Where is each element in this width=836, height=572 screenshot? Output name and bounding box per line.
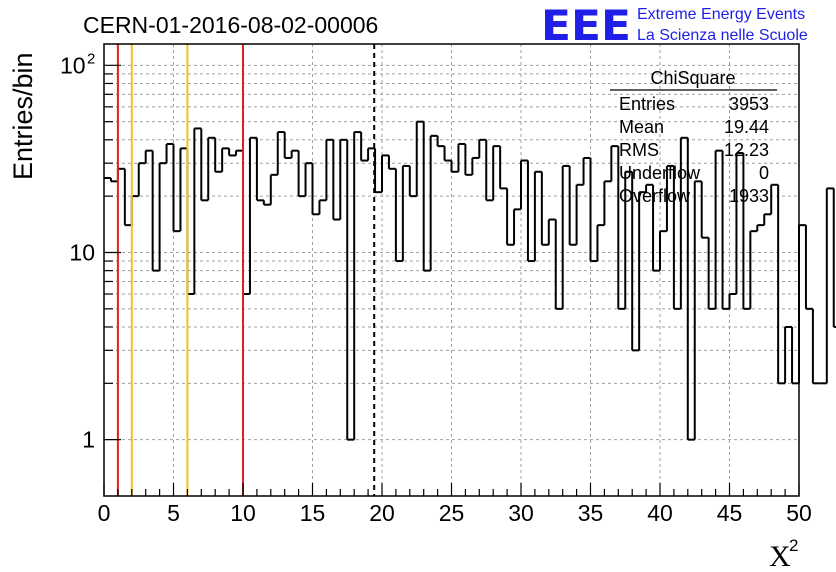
stats-value-mean: 19.44 [724,117,769,137]
histogram-series [104,120,836,441]
x-tick-label: 30 [508,500,534,526]
x-tick-label: 20 [369,500,395,526]
stats-box: ChiSquare Entries 3953 Mean 19.44 RMS 12… [610,68,777,206]
y-tick-label: 1 [82,427,95,453]
stats-label-underflow: Underflow [619,163,701,183]
stats-title: ChiSquare [650,68,735,88]
y-tick-label: 10 [60,52,86,78]
x-axis-label-superscript: 2 [789,536,798,555]
y-axis-label: Entries/bin [8,52,38,180]
x-axis-label: X 2 [769,536,798,572]
x-tick-label: 45 [717,500,743,526]
stats-label-rms: RMS [619,140,659,160]
x-tick-label: 35 [578,500,604,526]
x-tick-label: 15 [300,500,326,526]
y-tick-label: 10 [69,239,95,265]
x-axis-label-symbol: X [769,540,791,572]
stats-label-overflow: Overflow [619,186,691,206]
stats-value-entries: 3953 [729,94,769,114]
stats-value-rms: 12.23 [724,140,769,160]
stats-label-mean: Mean [619,117,664,137]
x-tick-label: 25 [439,500,465,526]
x-tick-label: 5 [167,500,180,526]
stats-value-overflow: 1933 [729,186,769,206]
logo-line-1: Extreme Energy Events [637,6,805,23]
x-tick-label: 40 [647,500,673,526]
chart-title: CERN-01-2016-08-02-00006 [83,12,378,38]
x-tick-label: 10 [230,500,256,526]
stats-label-entries: Entries [619,94,675,114]
x-tick-label: 0 [98,500,111,526]
stats-value-underflow: 0 [759,163,769,183]
grid-lines [104,44,799,496]
x-tick-label: 50 [786,500,812,526]
eee-logo: EEE [541,1,631,50]
logo-line-2: La Scienza nelle Scuole [637,27,808,44]
y-tick-label-exponent: 2 [87,50,95,67]
reference-lines [116,44,376,496]
